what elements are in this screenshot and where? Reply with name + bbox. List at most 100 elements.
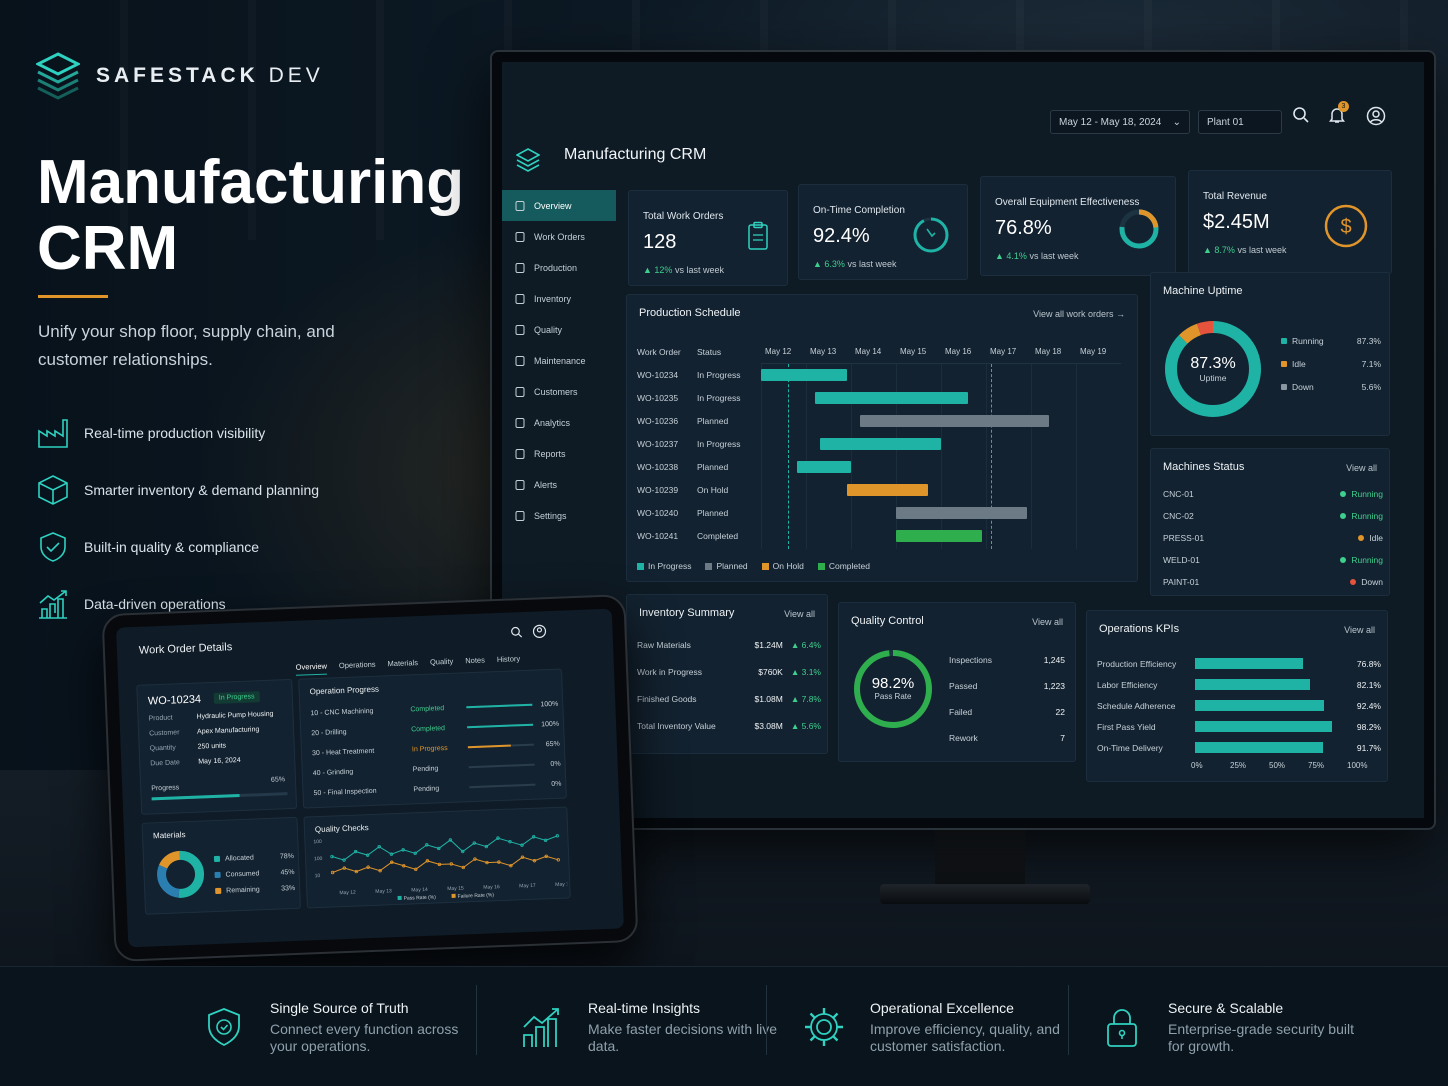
dollar-coin-icon: $ [1324, 204, 1368, 248]
schedule-bar[interactable] [819, 438, 941, 450]
legend-item: Completed [817, 561, 870, 571]
user-avatar-icon[interactable] [532, 624, 547, 639]
kpi-oee[interactable]: Overall Equipment Effectiveness 76.8% ▲ … [980, 176, 1176, 276]
date-range-picker[interactable]: May 12 - May 18, 2024 ⌄ [1050, 110, 1190, 134]
work-order-status: On Hold [697, 484, 729, 495]
ops-kpi-bar [1195, 658, 1303, 669]
legend-item: On Hold [761, 561, 804, 571]
sidebar-item-production[interactable]: Production [502, 252, 616, 283]
sidebar-item-settings[interactable]: Settings [502, 500, 616, 531]
ops-kpi-bar [1195, 742, 1324, 753]
chart-point [532, 859, 537, 863]
chevron-down-icon: ⌄ [1172, 117, 1181, 128]
user-avatar-icon[interactable] [1366, 106, 1386, 126]
view-all-quality-link[interactable]: View all [1032, 617, 1063, 627]
kpi-total-work-orders[interactable]: Total Work Orders 128 ▲ 12% vs last week [628, 190, 788, 286]
search-icon[interactable] [510, 626, 523, 638]
sidebar-item-customers[interactable]: Customers [502, 376, 616, 407]
inventory-value: $760K [758, 666, 783, 677]
view-all-ops-link[interactable]: View all [1344, 625, 1375, 635]
sidebar-item-label: Alerts [534, 479, 558, 490]
chart-point [414, 867, 418, 872]
inventory-row[interactable]: Raw Materials $1.24M ▲ 6.4% [637, 631, 821, 658]
kpi-on-time-completion[interactable]: On-Time Completion 92.4% ▲ 6.3% vs last … [798, 184, 968, 280]
machine-row[interactable]: CNC-02 Running [1163, 505, 1383, 527]
chart-point [401, 848, 405, 852]
inventory-delta: ▲ 5.6% [790, 720, 821, 731]
schedule-row[interactable]: WO-10235 In Progress [637, 386, 757, 409]
schedule-row[interactable]: WO-10238 Planned [637, 455, 757, 478]
machine-row[interactable]: CNC-01 Running [1163, 483, 1383, 505]
work-order-status: In Progress [697, 392, 741, 403]
tab-quality[interactable]: Quality [429, 656, 454, 667]
ops-kpi-row: First Pass Yield 98.2% [1097, 721, 1381, 732]
kpi-total-revenue[interactable]: Total Revenue $2.45M ▲ 8.7% vs last week… [1188, 170, 1392, 274]
chart-y-tick: 100 [314, 856, 323, 862]
value-pillars: Single Source of Truth Connect every func… [0, 966, 1448, 1086]
schedule-row[interactable]: WO-10240 Planned [637, 501, 757, 524]
search-icon[interactable] [1292, 106, 1310, 124]
chart-point [390, 860, 394, 864]
schedule-bar[interactable] [761, 369, 847, 381]
schedule-bar[interactable] [896, 530, 982, 542]
schedule-row[interactable]: WO-10237 In Progress [637, 432, 757, 455]
schedule-row[interactable]: WO-10236 Planned [637, 409, 757, 432]
status-dot [1340, 513, 1347, 519]
sidebar-item-label: Work Orders [534, 231, 585, 242]
schedule-row[interactable]: WO-10239 On Hold [637, 478, 757, 501]
chart-point [437, 862, 442, 867]
schedule-bar[interactable] [797, 461, 851, 473]
hero-underline [38, 295, 108, 298]
inventory-row[interactable]: Finished Goods $1.08M ▲ 7.8% [637, 685, 821, 712]
nav-icon [515, 448, 525, 459]
work-order-id: WO-10236 [637, 415, 679, 426]
sidebar-item-maintenance[interactable]: Maintenance [502, 345, 616, 376]
schedule-bar[interactable] [896, 507, 1027, 519]
chart-point [437, 846, 441, 851]
schedule-row[interactable]: WO-10234 In Progress [637, 363, 757, 386]
sidebar-item-reports[interactable]: Reports [502, 438, 616, 469]
hero-title: Manufacturing CRM [37, 148, 465, 283]
app-logo-icon [516, 148, 540, 172]
work-order-id: WO-10234 [147, 693, 202, 708]
chart-point [353, 849, 358, 854]
sidebar-item-work-orders[interactable]: Work Orders [502, 221, 616, 252]
quality-checks-panel: Quality Checks 100 100 10 May 12 May 13 May 1… [303, 806, 571, 909]
view-all-work-orders-link[interactable]: View all work orders → [1033, 309, 1125, 319]
chart-series-line [331, 835, 558, 861]
machine-row[interactable]: WELD-01 Running [1163, 549, 1383, 571]
desktop-monitor: Manufacturing CRM May 12 - May 18, 2024 … [490, 50, 1436, 830]
schedule-bar[interactable] [860, 415, 1049, 427]
sidebar-item-alerts[interactable]: Alerts [502, 469, 616, 500]
notification-badge: 3 [1338, 101, 1349, 112]
sidebar-item-overview[interactable]: Overview [502, 190, 616, 221]
schedule-bar[interactable] [846, 484, 928, 496]
inventory-row[interactable]: Work in Progress $760K ▲ 3.1% [637, 658, 821, 685]
tab-overview[interactable]: Overview [295, 661, 328, 676]
view-all-machines-link[interactable]: View all [1346, 463, 1377, 473]
schedule-bar[interactable] [815, 392, 968, 404]
view-all-inventory-link[interactable]: View all [784, 609, 815, 619]
sidebar-item-quality[interactable]: Quality [502, 314, 616, 345]
chart-point [473, 857, 477, 861]
tab-notes[interactable]: Notes [465, 655, 486, 666]
schedule-day-label: May 13 [810, 347, 837, 356]
sidebar-item-analytics[interactable]: Analytics [502, 407, 616, 438]
machine-row[interactable]: PAINT-01 Down [1163, 571, 1383, 593]
tab-operations[interactable]: Operations [338, 659, 376, 671]
chart-point [449, 862, 454, 866]
pass-rate-label: Pass Rate [874, 692, 912, 701]
notifications-button[interactable]: 3 [1328, 101, 1349, 129]
tab-history[interactable]: History [496, 654, 521, 665]
sidebar-item-inventory[interactable]: Inventory [502, 283, 616, 314]
plant-selector[interactable]: Plant 01 [1198, 110, 1282, 134]
machine-row[interactable]: PRESS-01 Idle [1163, 527, 1383, 549]
inventory-row[interactable]: Total Inventory Value $3.08M ▲ 5.6% [637, 712, 821, 739]
hero-tagline: Unify your shop floor, supply chain, and… [38, 322, 335, 369]
bar-chart-icon [523, 1008, 559, 1047]
tablet-title: Work Order Details [138, 641, 233, 657]
machine-status: Running [1351, 489, 1383, 499]
schedule-row[interactable]: WO-10241 Completed [637, 524, 757, 547]
tab-materials[interactable]: Materials [387, 658, 419, 669]
chart-point [496, 836, 500, 840]
